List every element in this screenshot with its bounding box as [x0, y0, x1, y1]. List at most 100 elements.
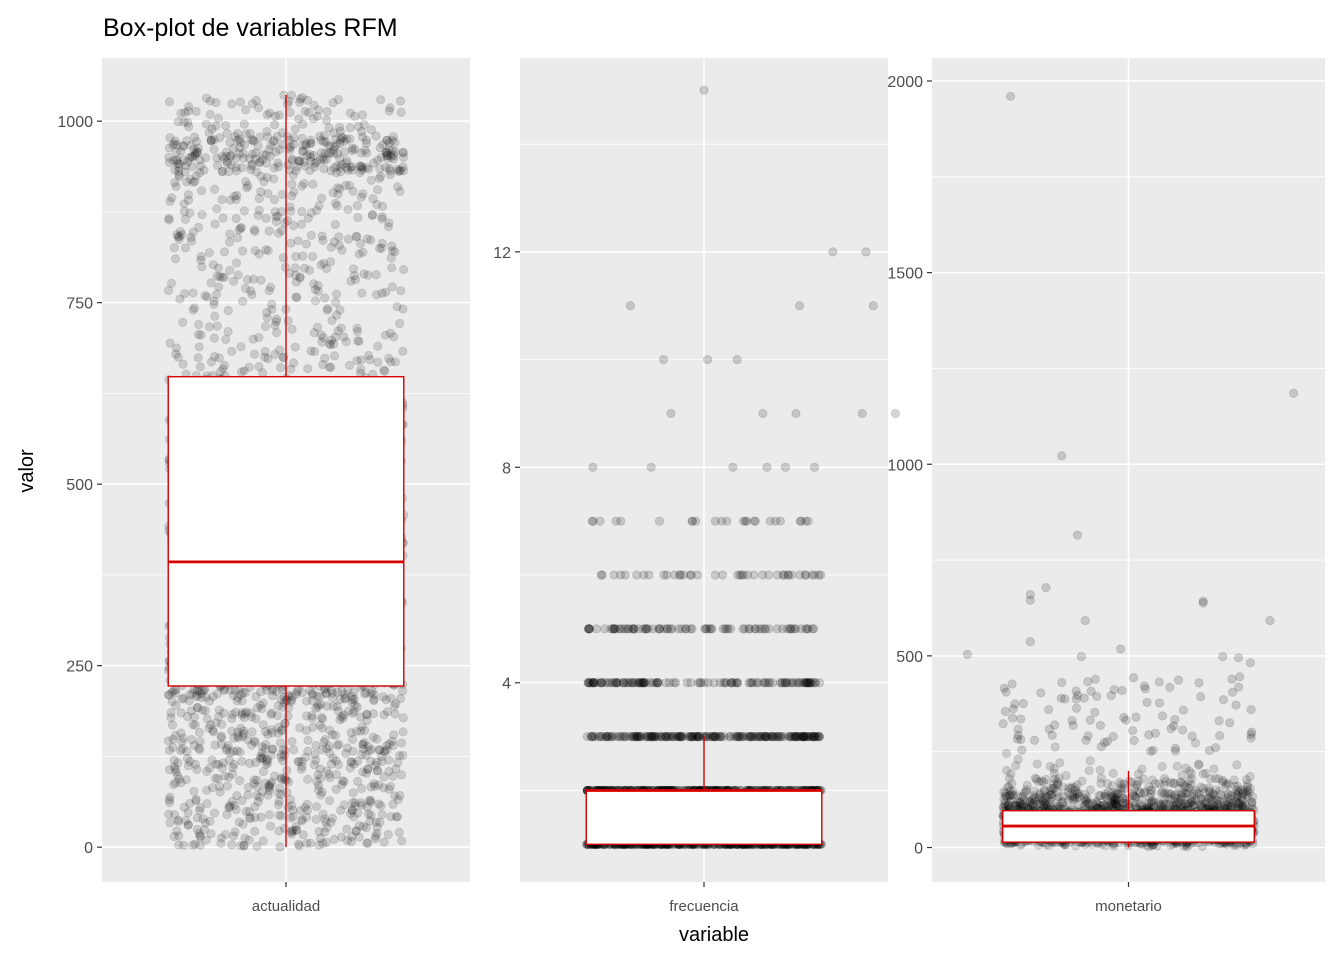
data-point — [809, 624, 819, 634]
data-point — [194, 805, 205, 816]
data-point — [376, 751, 387, 761]
data-point — [641, 624, 651, 634]
data-point — [252, 775, 262, 785]
data-point — [224, 803, 234, 813]
data-point — [326, 362, 336, 372]
data-point — [225, 747, 235, 758]
data-point — [205, 720, 216, 730]
data-point — [189, 132, 200, 142]
data-point — [630, 731, 640, 742]
data-point — [188, 227, 198, 237]
data-point — [340, 693, 351, 703]
data-point — [256, 687, 266, 697]
data-point — [301, 838, 312, 848]
data-point — [365, 795, 375, 805]
data-point — [229, 733, 239, 743]
data-point — [355, 238, 366, 249]
data-point — [681, 624, 691, 634]
data-point — [398, 750, 408, 760]
data-point — [316, 773, 326, 783]
y-tick-label: 1500 — [887, 266, 923, 283]
data-point — [783, 570, 793, 580]
data-point — [198, 814, 208, 824]
data-point — [224, 772, 234, 782]
data-point — [225, 802, 235, 812]
data-point — [170, 136, 180, 146]
data-point — [374, 799, 384, 809]
data-point — [176, 147, 186, 157]
data-point — [379, 837, 389, 847]
data-point — [320, 734, 330, 745]
data-point — [251, 757, 261, 768]
data-point — [173, 758, 183, 768]
data-point — [219, 360, 230, 370]
data-point — [396, 770, 407, 780]
data-point — [322, 107, 332, 117]
data-point — [196, 692, 207, 703]
data-point — [380, 366, 390, 376]
data-point — [353, 121, 364, 132]
data-point — [304, 108, 314, 118]
data-point — [361, 709, 371, 720]
data-point — [303, 774, 313, 784]
data-point — [346, 728, 356, 738]
data-point — [372, 822, 382, 833]
data-point — [338, 776, 348, 786]
data-point — [297, 761, 307, 772]
data-point — [379, 710, 389, 720]
data-point — [682, 678, 692, 688]
data-point — [224, 755, 234, 765]
data-point — [222, 743, 232, 753]
data-point — [391, 812, 401, 822]
data-point — [192, 824, 202, 835]
data-point — [217, 763, 227, 773]
data-point — [360, 689, 370, 699]
data-point — [370, 781, 380, 791]
data-point — [227, 796, 238, 806]
data-point — [331, 289, 342, 299]
data-point — [356, 712, 366, 722]
data-point — [174, 840, 184, 850]
data-point — [166, 708, 176, 718]
data-point — [213, 759, 224, 770]
data-point — [239, 153, 249, 163]
data-point — [389, 730, 399, 740]
data-point — [283, 711, 293, 721]
data-point — [321, 689, 331, 699]
data-point — [243, 735, 253, 745]
data-point — [791, 408, 801, 419]
data-point — [179, 840, 189, 850]
data-point — [247, 99, 257, 109]
data-point — [309, 279, 319, 289]
data-point — [740, 624, 750, 634]
data-point — [273, 228, 284, 238]
data-point — [365, 688, 376, 698]
data-point — [298, 146, 309, 156]
box-iqr — [167, 376, 405, 687]
data-point — [234, 817, 244, 827]
data-point — [328, 701, 338, 711]
data-point — [758, 408, 768, 419]
data-point — [258, 698, 268, 708]
data-point — [195, 362, 205, 372]
data-point — [252, 841, 262, 851]
data-point — [274, 826, 284, 836]
data-point — [326, 335, 337, 345]
data-point — [308, 690, 318, 700]
data-point — [171, 778, 181, 788]
data-point — [327, 813, 338, 823]
data-point — [208, 725, 218, 735]
data-point — [262, 754, 273, 765]
data-point — [377, 214, 387, 224]
data-point — [254, 332, 264, 343]
data-point — [677, 731, 687, 742]
data-point — [372, 757, 382, 767]
data-point — [217, 194, 227, 205]
data-point — [353, 756, 363, 766]
data-point — [171, 181, 181, 192]
data-point — [228, 690, 239, 701]
data-point — [219, 685, 229, 696]
data-point — [372, 828, 382, 838]
data-point — [285, 794, 296, 805]
data-point — [243, 782, 253, 793]
